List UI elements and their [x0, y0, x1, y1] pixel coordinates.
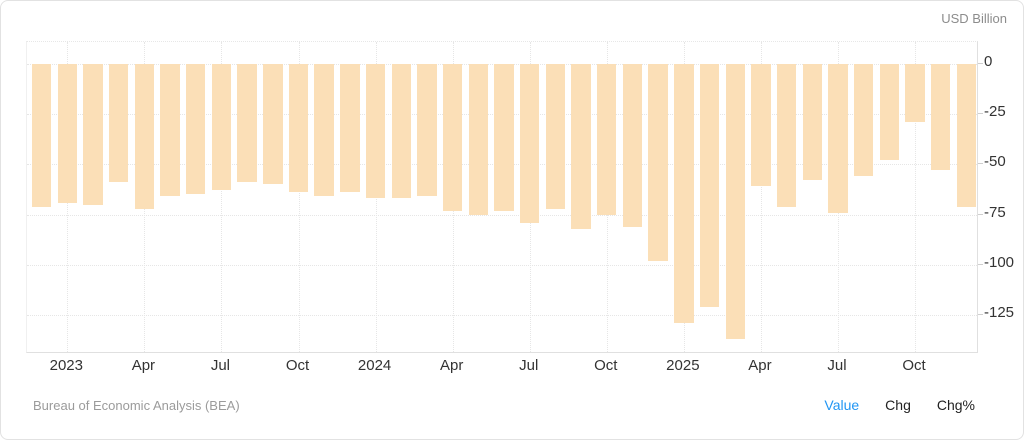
x-tick-label: Oct [285, 357, 310, 374]
bar[interactable] [956, 63, 977, 207]
bar[interactable] [622, 63, 643, 227]
y-axis-tick [978, 314, 983, 316]
v-gridline [760, 42, 762, 352]
x-tick-label: Jul [827, 357, 847, 374]
y-tick-label: -100 [984, 253, 1015, 271]
h-gridline [27, 315, 977, 317]
y-axis-tick [978, 113, 983, 114]
bar[interactable] [494, 63, 514, 211]
bar[interactable] [571, 63, 591, 229]
y-tick-label: -75 [984, 203, 1006, 221]
x-tick-label: Jul [210, 357, 231, 374]
tab-chg[interactable]: Chg [885, 397, 911, 413]
bar[interactable] [288, 63, 309, 193]
y-tick-label: -25 [984, 103, 1006, 120]
x-tick-label: Oct [902, 357, 926, 374]
v-gridline [221, 42, 223, 352]
bar[interactable] [263, 63, 283, 185]
bar[interactable] [57, 63, 77, 203]
bar[interactable] [108, 63, 129, 183]
x-tick-label: 2024 [357, 357, 392, 374]
y-axis-tick [978, 62, 983, 64]
bar[interactable] [931, 63, 951, 171]
h-gridline [27, 264, 977, 266]
bar[interactable] [802, 63, 822, 181]
x-tick-label: Oct [594, 357, 618, 374]
bar[interactable] [211, 63, 232, 191]
bar[interactable] [879, 63, 900, 161]
bar[interactable] [674, 63, 694, 324]
bar[interactable] [545, 63, 566, 209]
bar[interactable] [597, 63, 617, 215]
x-tick-label: 2023 [49, 357, 83, 374]
bar[interactable] [31, 63, 52, 207]
x-tick-label: 2025 [666, 357, 700, 374]
y-tick-label: -50 [984, 153, 1006, 171]
x-tick-label: Apr [131, 357, 156, 374]
bar[interactable] [83, 63, 103, 205]
y-axis-unit-label: USD Billion [941, 11, 1007, 26]
footer-tabs: Value Chg Chg% [824, 397, 975, 413]
bar[interactable] [417, 63, 437, 197]
y-axis-tick [978, 213, 983, 215]
bar[interactable] [391, 63, 411, 199]
x-tick-label: Jul [519, 357, 539, 374]
bar[interactable] [160, 63, 180, 197]
bar[interactable] [648, 63, 668, 261]
bar[interactable] [699, 63, 720, 308]
bar[interactable] [725, 63, 745, 340]
y-axis-tick [978, 263, 983, 265]
bar[interactable] [340, 63, 360, 193]
h-gridline [27, 214, 977, 216]
tab-value[interactable]: Value [824, 397, 860, 413]
bar[interactable] [186, 63, 206, 195]
bar[interactable] [905, 63, 925, 123]
bar[interactable] [853, 63, 874, 177]
y-tick-label: -125 [984, 304, 1015, 322]
bar[interactable] [828, 63, 848, 213]
y-tick-label: 0 [984, 52, 993, 70]
bar[interactable] [520, 63, 540, 223]
y-axis-tick [978, 163, 983, 165]
bar[interactable] [134, 63, 155, 209]
bar[interactable] [314, 63, 334, 197]
tab-chg-percent[interactable]: Chg% [936, 397, 975, 413]
bar[interactable] [751, 63, 771, 187]
bar[interactable] [365, 63, 386, 199]
bar[interactable] [776, 63, 797, 207]
bar[interactable] [442, 63, 463, 211]
plot-area [26, 41, 978, 353]
bar[interactable] [468, 63, 489, 215]
bar[interactable] [237, 63, 257, 183]
v-gridline [298, 42, 300, 352]
x-tick-label: Apr [439, 357, 464, 374]
x-tick-label: Apr [748, 357, 772, 374]
v-gridline [915, 42, 917, 352]
source-link[interactable]: Bureau of Economic Analysis (BEA) [33, 398, 240, 413]
